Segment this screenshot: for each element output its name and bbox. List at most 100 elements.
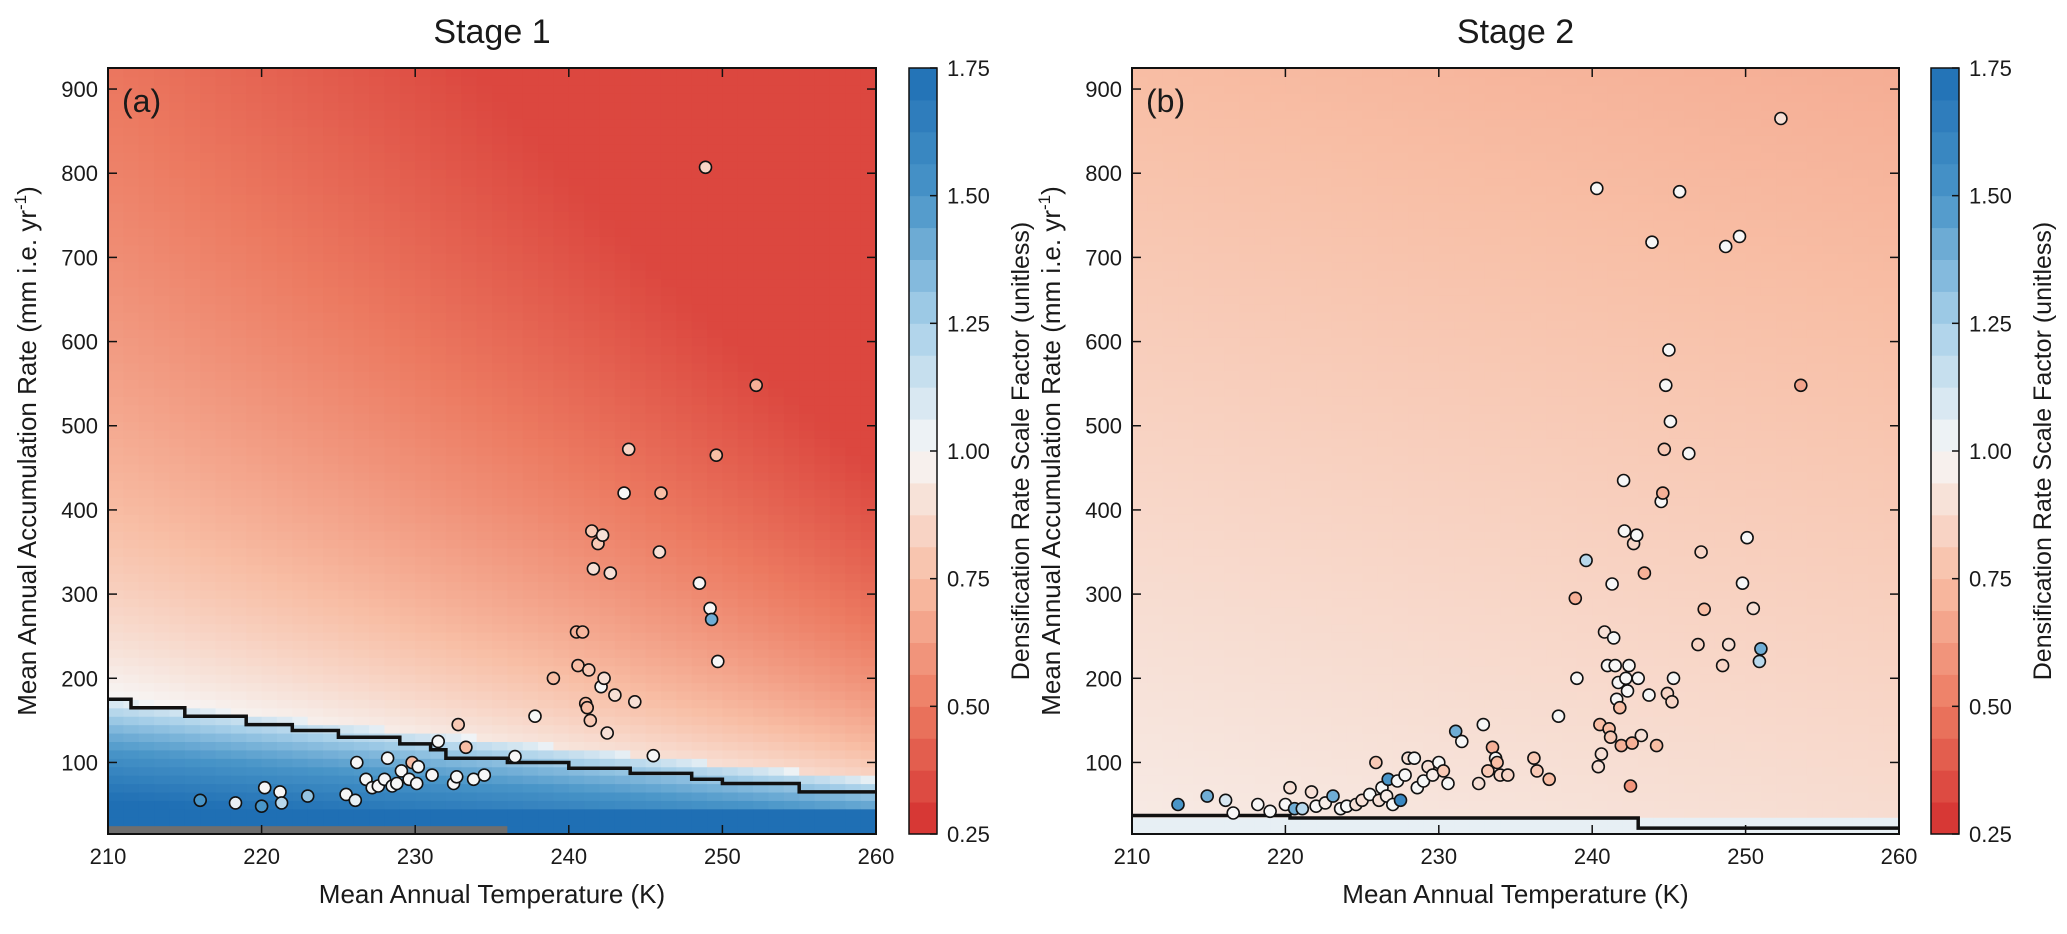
heatmap-cell bbox=[492, 236, 508, 245]
x-tick-label: 240 bbox=[550, 844, 587, 869]
heatmap-cell bbox=[600, 455, 616, 464]
heatmap-cell bbox=[308, 775, 324, 784]
heatmap-cell bbox=[799, 76, 815, 85]
heatmap-cell bbox=[262, 245, 278, 254]
heatmap-cell bbox=[845, 573, 861, 582]
heatmap-cell bbox=[1163, 817, 1179, 826]
heatmap-cell bbox=[523, 581, 539, 590]
heatmap-cell bbox=[845, 396, 861, 405]
heatmap-cell bbox=[661, 741, 677, 750]
heatmap-cell bbox=[692, 523, 708, 532]
heatmap-cell bbox=[246, 76, 262, 85]
heatmap-cell bbox=[123, 119, 139, 128]
heatmap-cell bbox=[692, 514, 708, 523]
heatmap-cell bbox=[308, 531, 324, 540]
heatmap-cell bbox=[200, 278, 216, 287]
heatmap-cell bbox=[753, 177, 769, 186]
heatmap-cell bbox=[123, 590, 139, 599]
heatmap-cell bbox=[1163, 657, 1179, 666]
heatmap-cell bbox=[768, 422, 784, 431]
heatmap-cell bbox=[492, 531, 508, 540]
heatmap-cell bbox=[200, 253, 216, 262]
heatmap-cell bbox=[815, 110, 831, 119]
heatmap-cell bbox=[799, 278, 815, 287]
heatmap-cell bbox=[216, 93, 232, 102]
heatmap-cell bbox=[738, 186, 754, 195]
heatmap-cell bbox=[507, 262, 523, 271]
heatmap-cell bbox=[569, 649, 585, 658]
heatmap-cell bbox=[553, 800, 569, 809]
heatmap-cell bbox=[507, 514, 523, 523]
heatmap-cell bbox=[323, 144, 339, 153]
heatmap-cell bbox=[692, 716, 708, 725]
heatmap-cell bbox=[738, 228, 754, 237]
heatmap-cell bbox=[507, 68, 523, 77]
heatmap-cell bbox=[707, 379, 723, 388]
heatmap-cell bbox=[415, 800, 431, 809]
heatmap-cell bbox=[553, 270, 569, 279]
heatmap-cell bbox=[630, 632, 646, 641]
heatmap-cell bbox=[799, 666, 815, 675]
heatmap-cell bbox=[154, 809, 170, 818]
heatmap-cell bbox=[431, 186, 447, 195]
scatter-point bbox=[349, 794, 361, 806]
heatmap-cell bbox=[169, 716, 185, 725]
scatter-point bbox=[391, 778, 403, 790]
heatmap-cell bbox=[722, 413, 738, 422]
heatmap-cell bbox=[338, 556, 354, 565]
heatmap-cell bbox=[323, 371, 339, 380]
heatmap-cell bbox=[277, 733, 293, 742]
heatmap-cell bbox=[185, 767, 201, 776]
heatmap-cell bbox=[722, 371, 738, 380]
heatmap-cell bbox=[292, 127, 308, 136]
heatmap-cell bbox=[815, 76, 831, 85]
heatmap-cell bbox=[384, 186, 400, 195]
heatmap-cell bbox=[461, 337, 477, 346]
heatmap-cell bbox=[384, 674, 400, 683]
scatter-point bbox=[584, 714, 596, 726]
heatmap-cell bbox=[861, 270, 877, 279]
heatmap-cell bbox=[630, 455, 646, 464]
heatmap-cell bbox=[830, 346, 846, 355]
heatmap-cell bbox=[492, 556, 508, 565]
heatmap-cell bbox=[707, 800, 723, 809]
heatmap-cell bbox=[507, 539, 523, 548]
heatmap-cell bbox=[169, 371, 185, 380]
scatter-point bbox=[629, 696, 641, 708]
heatmap-cell bbox=[185, 657, 201, 666]
heatmap-cell bbox=[231, 102, 247, 111]
heatmap-cell bbox=[569, 68, 585, 77]
heatmap-cell bbox=[753, 68, 769, 77]
heatmap-cell bbox=[384, 161, 400, 170]
heatmap-cell bbox=[231, 93, 247, 102]
heatmap-cell bbox=[246, 93, 262, 102]
heatmap-cell bbox=[477, 321, 493, 330]
heatmap-cell bbox=[523, 379, 539, 388]
heatmap-cell bbox=[1132, 497, 1148, 506]
heatmap-cell bbox=[400, 699, 416, 708]
heatmap-cell bbox=[354, 624, 370, 633]
heatmap-cell bbox=[830, 548, 846, 557]
heatmap-cell bbox=[600, 262, 616, 271]
heatmap-cell bbox=[661, 615, 677, 624]
heatmap-cell bbox=[354, 682, 370, 691]
heatmap-cell bbox=[845, 177, 861, 186]
heatmap-cell bbox=[169, 758, 185, 767]
heatmap-cell bbox=[523, 413, 539, 422]
heatmap-cell bbox=[738, 110, 754, 119]
heatmap-cell bbox=[753, 447, 769, 456]
heatmap-cell bbox=[262, 169, 278, 178]
heatmap-cell bbox=[538, 607, 554, 616]
heatmap-cell bbox=[799, 396, 815, 405]
heatmap-cell bbox=[845, 447, 861, 456]
heatmap-cell bbox=[1163, 725, 1179, 734]
heatmap-cell bbox=[477, 287, 493, 296]
heatmap-cell bbox=[523, 68, 539, 77]
heatmap-cell bbox=[692, 127, 708, 136]
heatmap-cell bbox=[768, 245, 784, 254]
heatmap-cell bbox=[323, 119, 339, 128]
heatmap-cell bbox=[692, 817, 708, 826]
heatmap-cell bbox=[615, 548, 631, 557]
heatmap-cell bbox=[584, 607, 600, 616]
heatmap-cell bbox=[815, 775, 831, 784]
